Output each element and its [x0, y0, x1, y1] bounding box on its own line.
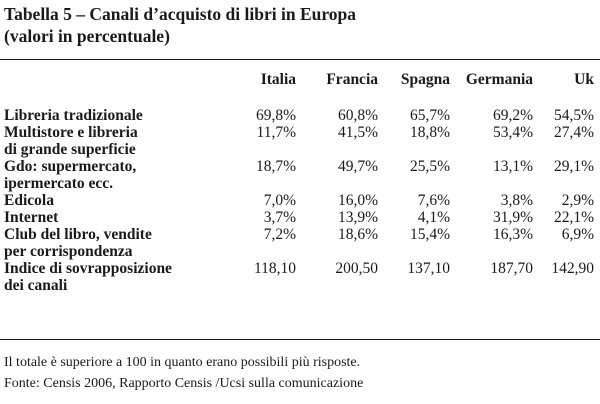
table-cell: 18,6% — [337, 226, 378, 243]
row-label: Internet — [4, 209, 236, 226]
table-cell: 29,1% — [553, 158, 594, 175]
row-label-line1: Multistore e libreria — [4, 124, 138, 141]
table-cell: 49,7% — [337, 158, 378, 175]
row-label-line1: Internet — [4, 209, 59, 226]
table-cell: 2,9% — [561, 192, 594, 209]
table-cell: 41,5% — [337, 124, 378, 141]
note-text: Il totale è superiore a 100 in quanto er… — [4, 355, 361, 370]
table-cell: 137,10 — [407, 260, 450, 277]
table-cell: 54,5% — [553, 107, 594, 124]
table-cell: 3,7% — [263, 209, 296, 226]
table-cell: 69,2% — [492, 107, 533, 124]
table-cell: 187,70 — [490, 260, 533, 277]
table-cell: 18,8% — [409, 124, 450, 141]
row-label-line1: Gdo: supermercato, — [4, 158, 137, 175]
header-italia: Italia — [260, 70, 296, 88]
header-gap — [4, 94, 594, 107]
row-label-line2: dei canali — [4, 277, 68, 294]
source-text: Fonte: Censis 2006, Rapporto Censis /Ucs… — [4, 376, 364, 391]
row-label-line1: Club del libro, vendite — [4, 226, 152, 243]
top-rule — [0, 59, 600, 60]
header-uk: Uk — [574, 70, 594, 88]
table-cell: 53,4% — [492, 124, 533, 141]
row-label-line2: ipermercato ecc. — [4, 175, 114, 192]
table-cell: 3,8% — [500, 192, 533, 209]
row-label: Club del libro, vendite per corrispondenz… — [4, 226, 236, 260]
header-label-column — [4, 64, 236, 94]
table-title-line2: (valori in percentuale) — [4, 26, 170, 46]
table-row: Multistore e libreria di grande superfici… — [4, 124, 594, 158]
table-cell: 7,6% — [417, 192, 450, 209]
table-cell: 25,5% — [409, 158, 450, 175]
row-label: Multistore e libreria di grande superfici… — [4, 124, 236, 158]
bottom-rule — [0, 339, 600, 340]
row-label-line1: Indice di sovrapposizione — [4, 260, 172, 277]
header-francia: Francia — [326, 70, 378, 88]
table-cell: 16,0% — [337, 192, 378, 209]
row-label: Gdo: supermercato, ipermercato ecc. — [4, 158, 236, 192]
row-label: Edicola — [4, 192, 236, 209]
data-table: Italia Francia Spagna Germania Uk Librer… — [4, 64, 594, 295]
table-cell: 27,4% — [553, 124, 594, 141]
table-cell: 7,0% — [263, 192, 296, 209]
table-cell: 60,8% — [337, 107, 378, 124]
table-cell: 200,50 — [335, 260, 378, 277]
table-notes: Il totale è superiore a 100 in quanto er… — [4, 352, 363, 394]
table-cell: 18,7% — [255, 158, 296, 175]
row-label-line1: Edicola — [4, 192, 54, 209]
table-cell: 31,9% — [492, 209, 533, 226]
table-body: Libreria tradizionale 69,8% 60,8% 65,7% 69,2… — [4, 107, 594, 294]
row-label: Libreria tradizionale — [4, 107, 236, 124]
table-cell: 142,90 — [551, 260, 594, 277]
table-cell: 118,10 — [253, 260, 296, 277]
table-cell: 69,8% — [255, 107, 296, 124]
table-cell: 15,4% — [409, 226, 450, 243]
header-spagna: Spagna — [400, 70, 450, 88]
table-row: Edicola 7,0% 16,0% 7,6% 3,8% 2,9% — [4, 192, 594, 209]
table-cell: 4,1% — [417, 209, 450, 226]
table-cell: 13,1% — [492, 158, 533, 175]
table-title-line1: Tabella 5 – Canali d’acquisto di libri i… — [4, 4, 357, 24]
table-cell: 22,1% — [553, 209, 594, 226]
table-cell: 65,7% — [409, 107, 450, 124]
row-label-line1: Libreria tradizionale — [4, 107, 143, 124]
row-label-line2: di grande superficie — [4, 141, 136, 158]
header-germania: Germania — [465, 70, 533, 88]
table-row: Internet 3,7% 13,9% 4,1% 31,9% 22,1% — [4, 209, 594, 226]
table-row: Gdo: supermercato, ipermercato ecc. 18,7% 4… — [4, 158, 594, 192]
table-row: Libreria tradizionale 69,8% 60,8% 65,7% 69,2… — [4, 107, 594, 124]
table-row: Club del libro, vendite per corrispondenz… — [4, 226, 594, 260]
table-cell: 6,9% — [561, 226, 594, 243]
table-cell: 11,7% — [256, 124, 296, 141]
header-row: Italia Francia Spagna Germania Uk — [4, 64, 594, 94]
table-cell: 16,3% — [492, 226, 533, 243]
table-title: Tabella 5 – Canali d’acquisto di libri i… — [4, 3, 356, 47]
row-label: Indice di sovrapposizione dei canali — [4, 260, 236, 294]
row-label-line2: per corrispondenza — [4, 243, 133, 260]
table-row: Indice di sovrapposizione dei canali 118,1… — [4, 260, 594, 294]
table-cell: 7,2% — [263, 226, 296, 243]
table-cell: 13,9% — [337, 209, 378, 226]
